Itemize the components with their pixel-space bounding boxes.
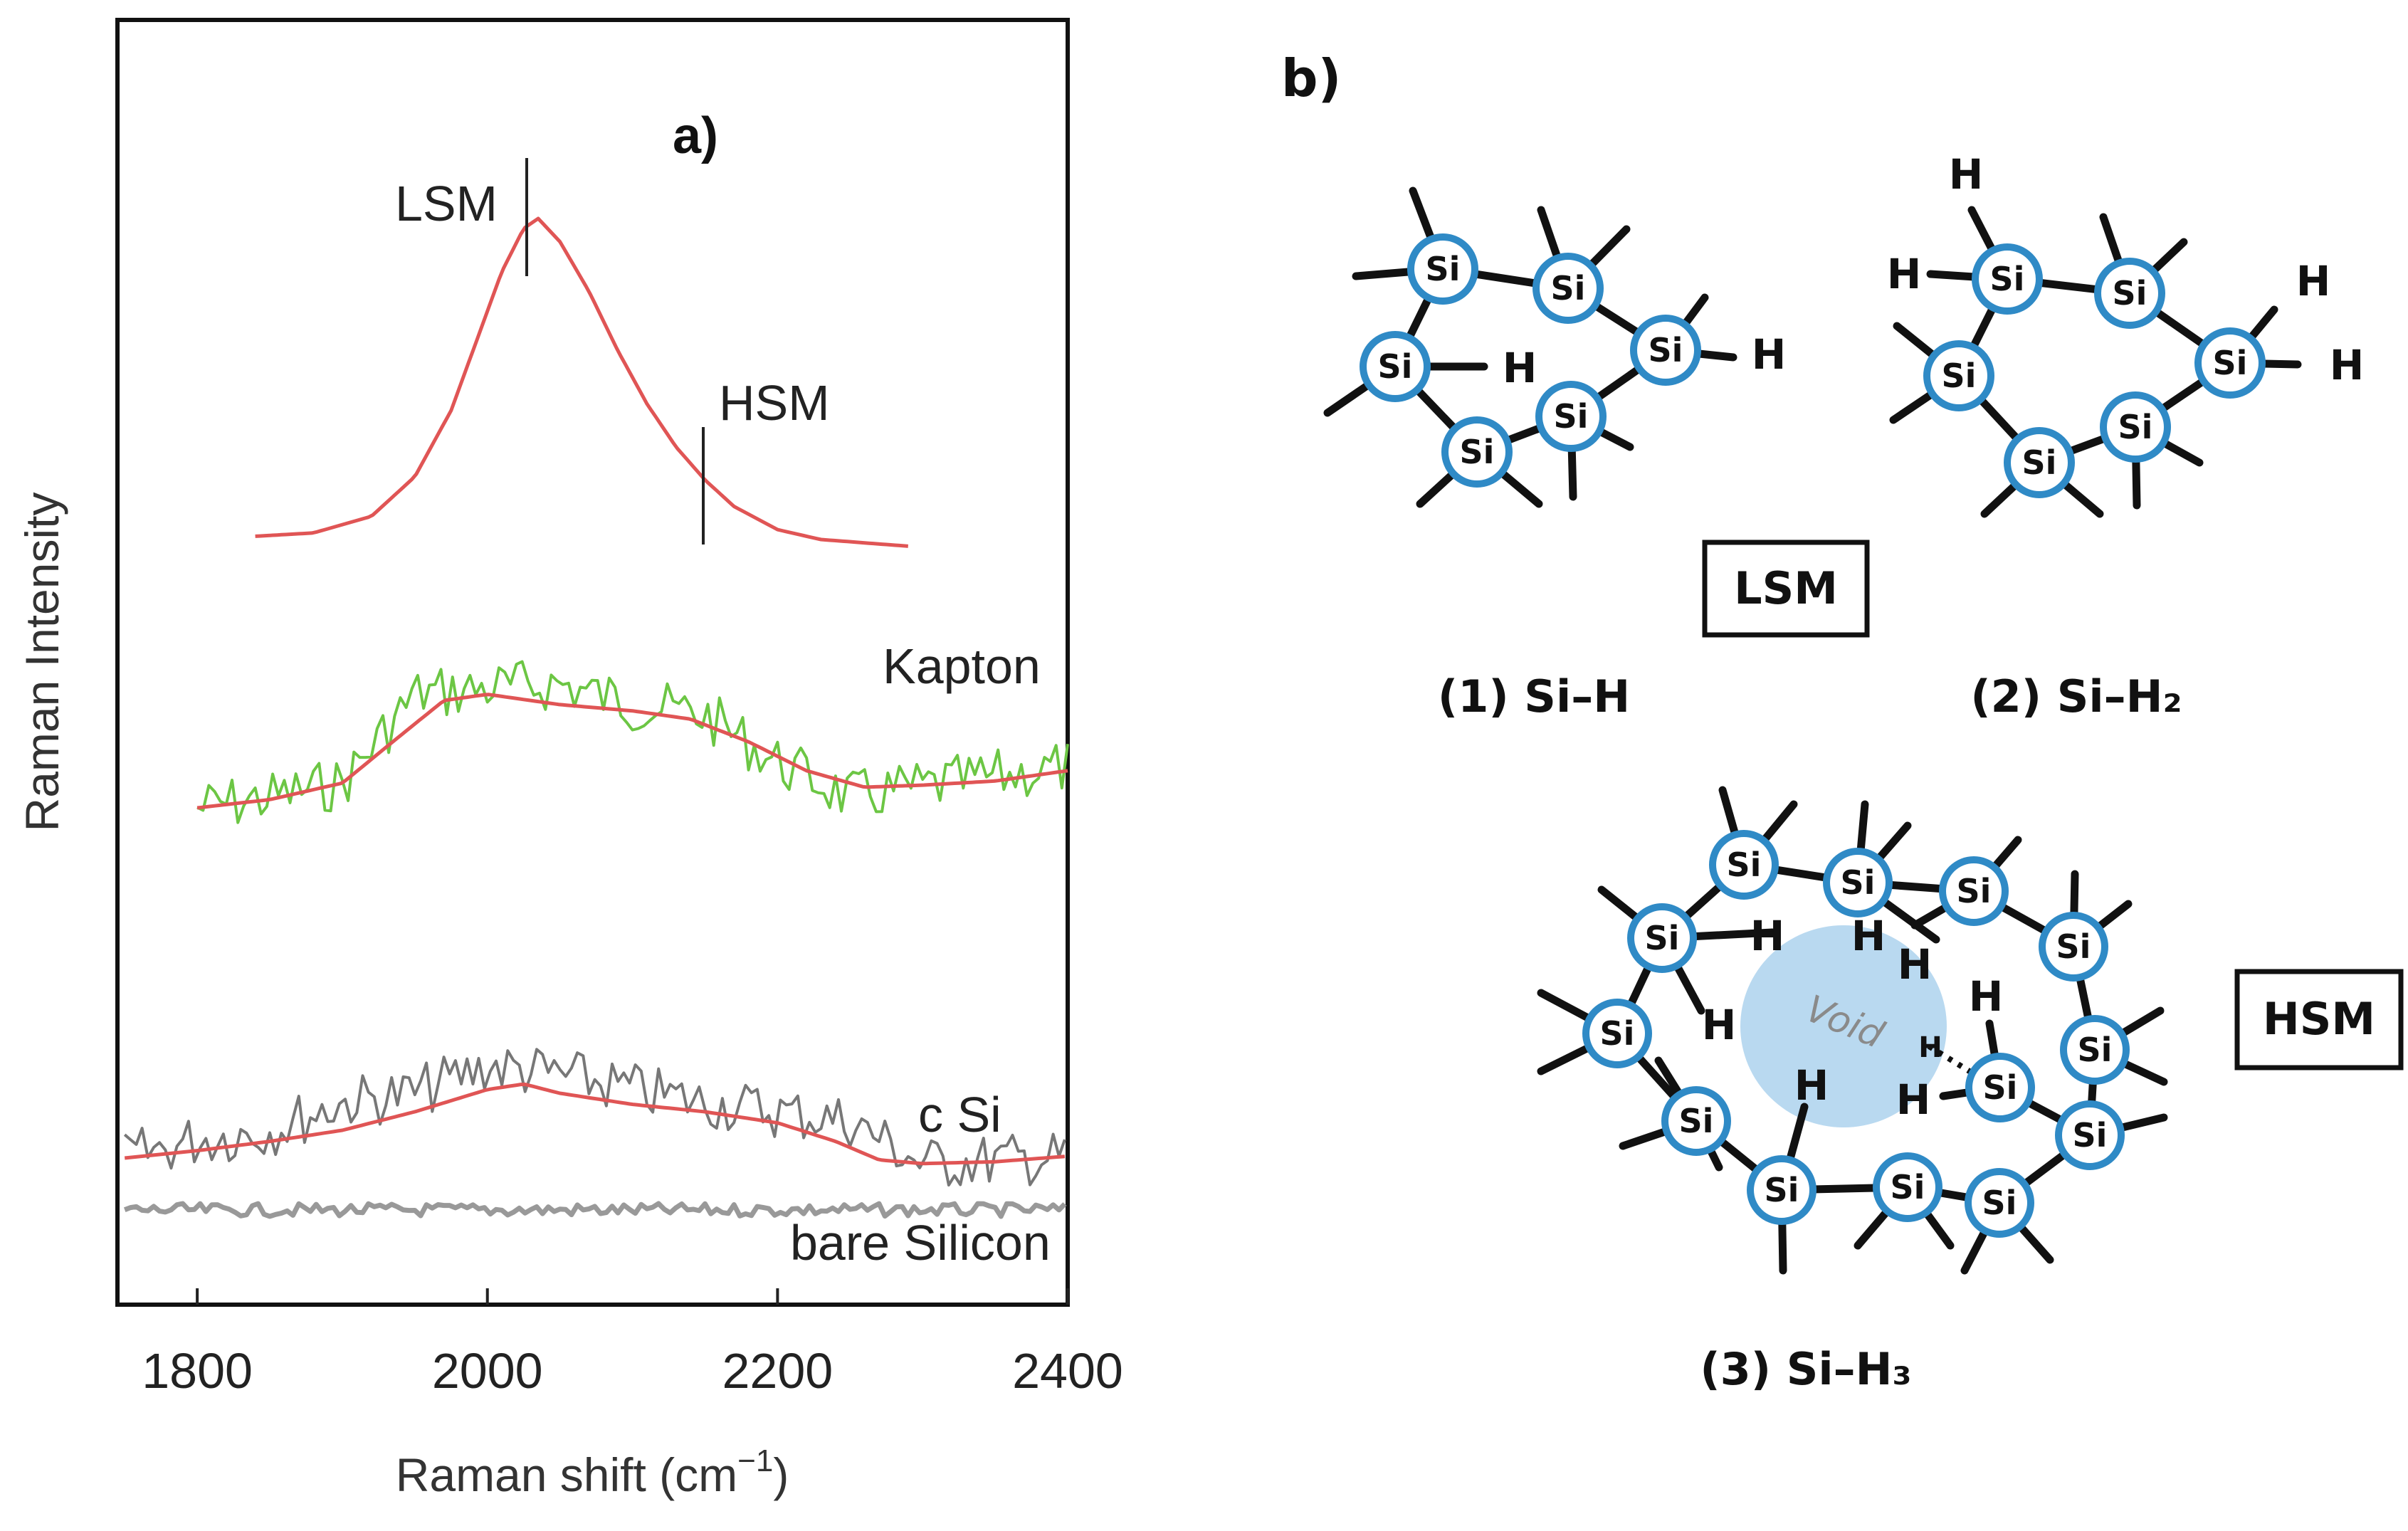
svg-text:Si: Si <box>1551 269 1586 307</box>
svg-text:H: H <box>1794 1061 1829 1110</box>
svg-text:Si: Si <box>1378 347 1413 386</box>
x-axis-label: Raman shift (cm−1) <box>396 1443 789 1501</box>
svg-text:H: H <box>1851 912 1886 960</box>
series-bare-silicon <box>123 1201 1067 1219</box>
bare-silicon-label: bare Silicon <box>790 1215 1051 1270</box>
svg-text:Si: Si <box>2073 1116 2108 1154</box>
structure-si-h: Si Si Si Si Si Si H H <box>1323 186 1787 508</box>
structure-si-h2: Si Si Si Si Si Si H H H H <box>1887 150 2365 518</box>
series-kapton <box>196 660 1069 824</box>
caption-2: (2) Si–H₂ <box>1970 670 2182 722</box>
void-region <box>1740 925 1947 1127</box>
kapton-label: Kapton <box>883 638 1041 694</box>
x-axis-ticks: 1800 2000 2200 2400 <box>142 1288 1123 1399</box>
svg-text:Si: Si <box>1891 1168 1925 1206</box>
svg-text:Si: Si <box>1957 872 1992 910</box>
svg-text:Si: Si <box>2078 1031 2113 1069</box>
svg-text:Si: Si <box>1679 1102 1714 1140</box>
lsm-annotation: LSM <box>395 176 498 231</box>
panel-b-label: b) <box>1281 48 1341 108</box>
spectra <box>123 216 1069 1219</box>
svg-text:Si: Si <box>2056 927 2091 966</box>
svg-text:H: H <box>1503 344 1537 392</box>
svg-text:H: H <box>2330 341 2365 389</box>
svg-text:H: H <box>1969 972 2004 1021</box>
lsm-box <box>1702 540 1870 638</box>
svg-text:H: H <box>1750 912 1785 960</box>
hsm-box <box>2234 969 2404 1070</box>
x-tick-label: 2400 <box>1012 1343 1123 1399</box>
structure-si-h3: Void <box>1537 786 2168 1275</box>
hsm-annotation: HSM <box>719 375 830 431</box>
svg-text:Si: Si <box>1649 331 1683 369</box>
svg-text:Si: Si <box>1841 863 1876 902</box>
x-tick-label: 2000 <box>432 1343 543 1399</box>
svg-text:H: H <box>1702 1001 1737 1049</box>
svg-text:Si: Si <box>1600 1014 1635 1053</box>
raman-spectrum-chart: a) Raman Intensity Raman shift (cm−1) 18… <box>16 18 1123 1501</box>
csi-label: c Si <box>918 1087 1001 1142</box>
molecular-diagrams: b) Si Si Si Si Si Si <box>1281 48 2404 1395</box>
x-tick-label: 2200 <box>722 1343 833 1399</box>
svg-text:Si: Si <box>1990 260 2025 298</box>
svg-text:H: H <box>1898 940 1933 989</box>
svg-text:Si: Si <box>1727 846 1762 884</box>
svg-text:Si: Si <box>1765 1171 1799 1209</box>
panel-a-label: a) <box>673 107 718 164</box>
svg-text:H: H <box>2296 257 2331 305</box>
plot-frame <box>115 18 1070 1307</box>
svg-text:Si: Si <box>2118 408 2153 446</box>
series-fit-top-spectrum- <box>255 216 909 548</box>
series-c-si-fit <box>124 1083 1066 1166</box>
svg-text:Si: Si <box>1460 433 1495 471</box>
svg-text:Si: Si <box>1645 919 1680 957</box>
svg-text:Si: Si <box>1554 397 1589 436</box>
svg-text:Si: Si <box>1983 1068 2018 1107</box>
hsm-box-label: HSM <box>2263 993 2375 1045</box>
series-c-si <box>123 1048 1066 1187</box>
svg-text:H: H <box>1752 330 1787 379</box>
caption-3: (3) Si–H₃ <box>1700 1343 1911 1395</box>
svg-text:H: H <box>1896 1075 1931 1124</box>
svg-text:Si: Si <box>1982 1184 2017 1222</box>
svg-text:H: H <box>1949 150 1984 199</box>
svg-text:H: H <box>1887 250 1922 298</box>
svg-text:Si: Si <box>2113 274 2147 312</box>
svg-text:H: H <box>1918 1031 1942 1064</box>
svg-text:Si: Si <box>2213 344 2248 382</box>
caption-1: (1) Si–H <box>1438 670 1630 722</box>
svg-text:Si: Si <box>1426 250 1461 288</box>
svg-text:Si: Si <box>2022 443 2057 482</box>
lsm-box-label: LSM <box>1734 562 1838 614</box>
x-tick-label: 1800 <box>142 1343 253 1399</box>
svg-text:Si: Si <box>1942 357 1977 395</box>
y-axis-label: Raman Intensity <box>16 493 68 832</box>
series-kapton-fit <box>196 693 1068 810</box>
